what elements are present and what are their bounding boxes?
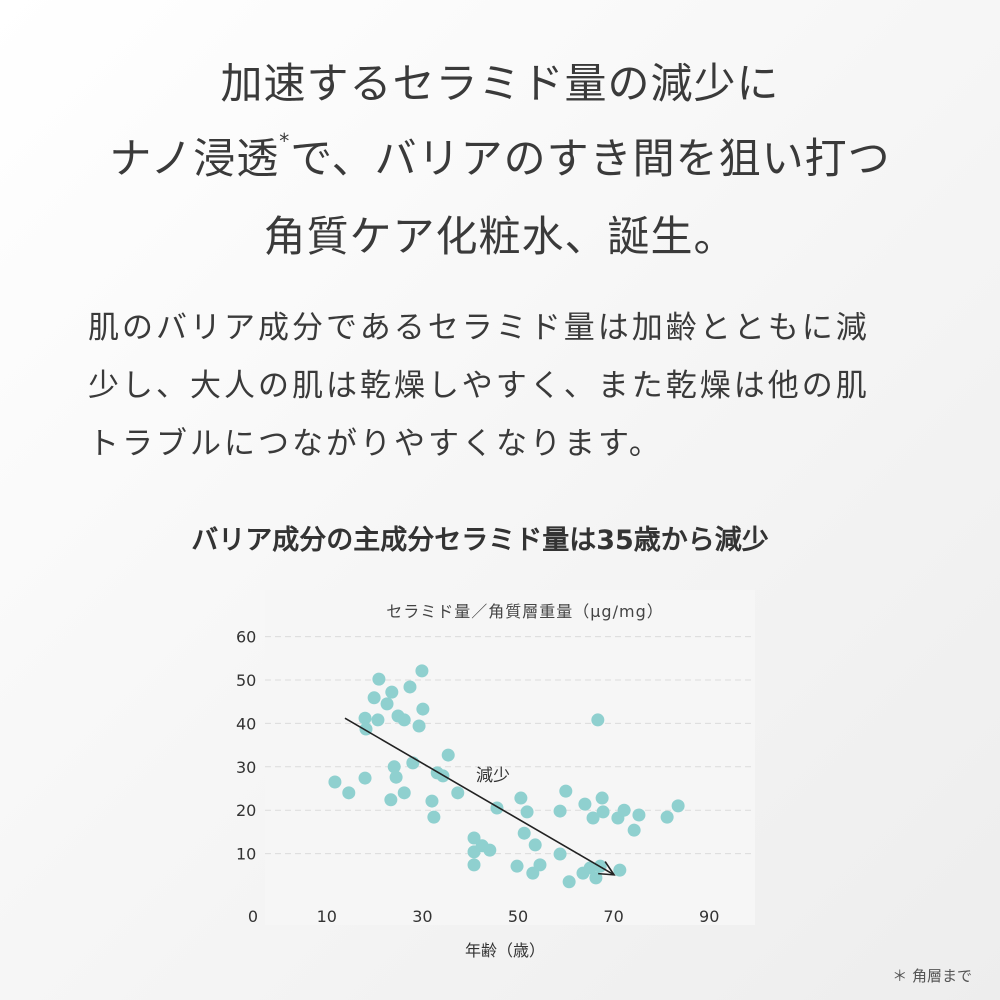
headline-line-2-a: ナノ浸透 <box>109 134 280 183</box>
data-point <box>467 858 481 872</box>
data-point <box>589 871 603 885</box>
headline-line-3: 角質ケア化粧水、誕生。 <box>263 212 737 261</box>
chart-title: セラミド量／角質層重量（μg/mg） <box>386 602 663 621</box>
y-tick-label: 60 <box>236 628 256 647</box>
data-point <box>358 771 372 785</box>
body-line-3: トラブルにつながりやすくなります。 <box>88 426 663 462</box>
data-point <box>397 786 411 800</box>
y-tick-label: 40 <box>236 714 256 733</box>
data-point <box>617 803 631 817</box>
body-line-1: 肌のバリア成分であるセラミド量は加齢とともに減 <box>88 310 870 346</box>
decrease-arrow <box>344 717 615 876</box>
data-point <box>385 685 399 699</box>
data-point <box>380 697 394 711</box>
data-point <box>660 810 674 824</box>
data-point <box>403 680 417 694</box>
data-point <box>483 843 497 857</box>
data-point <box>517 826 531 840</box>
y-tick-label: 10 <box>236 845 256 864</box>
headline-line-2: ナノ浸透*で、バリアのすき間を狙い打つ <box>0 125 1000 186</box>
data-point <box>562 875 576 889</box>
data-point <box>415 664 429 678</box>
data-point <box>559 784 573 798</box>
data-point <box>467 831 481 845</box>
data-point <box>627 823 641 837</box>
data-point <box>372 672 386 686</box>
chart-subheading: バリア成分の主成分セラミド量は35歳から減少 <box>191 525 769 556</box>
data-point <box>553 804 567 818</box>
data-point <box>671 799 685 813</box>
data-point <box>595 791 609 805</box>
data-point <box>328 775 342 789</box>
x-tick-label: 0 <box>248 907 258 926</box>
data-point <box>583 861 597 875</box>
data-point <box>371 713 385 727</box>
x-tick-label: 50 <box>508 907 528 926</box>
data-point <box>367 691 381 705</box>
headline-line-1: 加速するセラミド量の減少に <box>220 59 780 108</box>
data-point <box>533 858 547 872</box>
data-point <box>397 713 411 727</box>
data-point <box>528 838 542 852</box>
data-point <box>425 794 439 808</box>
footnote-mark: * <box>279 129 291 153</box>
footnote: ＊ 角層まで <box>892 967 972 985</box>
data-point <box>514 791 528 805</box>
data-point <box>578 797 592 811</box>
data-point <box>451 786 465 800</box>
x-tick-label: 10 <box>317 907 337 926</box>
body-line-2: 少し、大人の肌は乾燥しやすく、また乾燥は他の肌 <box>88 368 870 404</box>
x-tick-label: 70 <box>603 907 623 926</box>
data-point <box>416 702 430 716</box>
data-point <box>596 805 610 819</box>
data-point <box>591 713 605 727</box>
data-point <box>387 760 401 774</box>
data-point <box>510 859 524 873</box>
data-point <box>412 719 426 733</box>
annotation-label: 減少 <box>476 766 510 786</box>
data-point <box>613 863 627 877</box>
y-tick-label: 30 <box>236 758 256 777</box>
x-tick-label: 30 <box>412 907 432 926</box>
arrow-head-icon <box>598 861 616 876</box>
data-point <box>553 847 567 861</box>
y-tick-label: 50 <box>236 671 256 690</box>
data-point <box>358 711 372 725</box>
plot-background <box>265 590 755 925</box>
headline-line-2-b: で、バリアのすき間を狙い打つ <box>290 134 891 183</box>
data-point <box>520 805 534 819</box>
data-point <box>342 786 356 800</box>
data-point <box>389 770 403 784</box>
x-tick-label: 90 <box>699 907 719 926</box>
data-point <box>441 748 455 762</box>
data-point <box>384 793 398 807</box>
data-point <box>586 811 600 825</box>
data-point <box>427 810 441 824</box>
data-point <box>632 808 646 822</box>
x-axis-label: 年齢（歳） <box>465 941 545 960</box>
y-tick-label: 20 <box>236 801 256 820</box>
